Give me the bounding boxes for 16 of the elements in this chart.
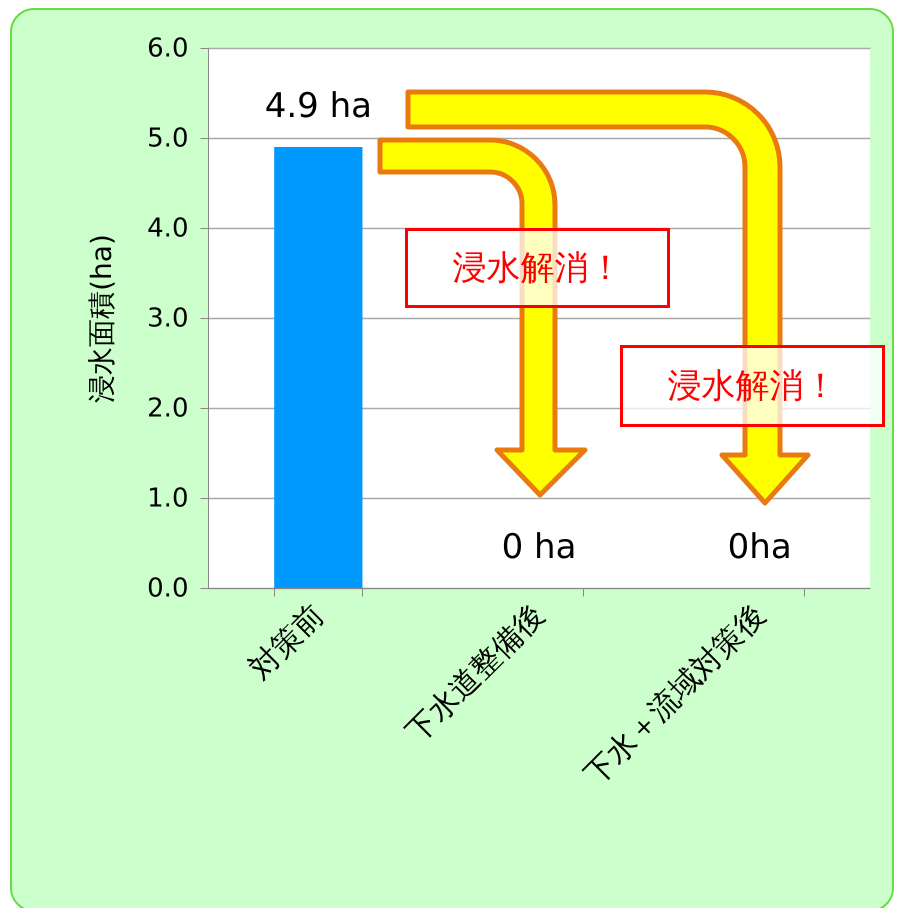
y-tick-label: 5.0: [147, 124, 188, 154]
x-tick-label: 下水道整備後: [399, 598, 552, 750]
annotation: 浸水解消！: [405, 228, 670, 308]
data-label: 0ha: [728, 527, 792, 567]
y-tick-label: 0.0: [147, 574, 188, 604]
x-tick-label: 下水＋流域対策後: [578, 598, 772, 792]
data-label: 4.9 ha: [264, 86, 372, 126]
y-axis-title: 浸水面積(ha): [85, 234, 118, 403]
y-tick-label: 1.0: [147, 484, 188, 514]
y-tick-label: 4.0: [147, 214, 188, 244]
y-tick-label: 6.0: [147, 34, 188, 64]
x-tick-label: 対策前: [242, 598, 331, 686]
data-label: 0 ha: [502, 527, 576, 567]
annotation: 浸水解消！: [620, 345, 885, 427]
y-tick-label: 2.0: [147, 394, 188, 424]
y-tick-label: 3.0: [147, 304, 188, 334]
